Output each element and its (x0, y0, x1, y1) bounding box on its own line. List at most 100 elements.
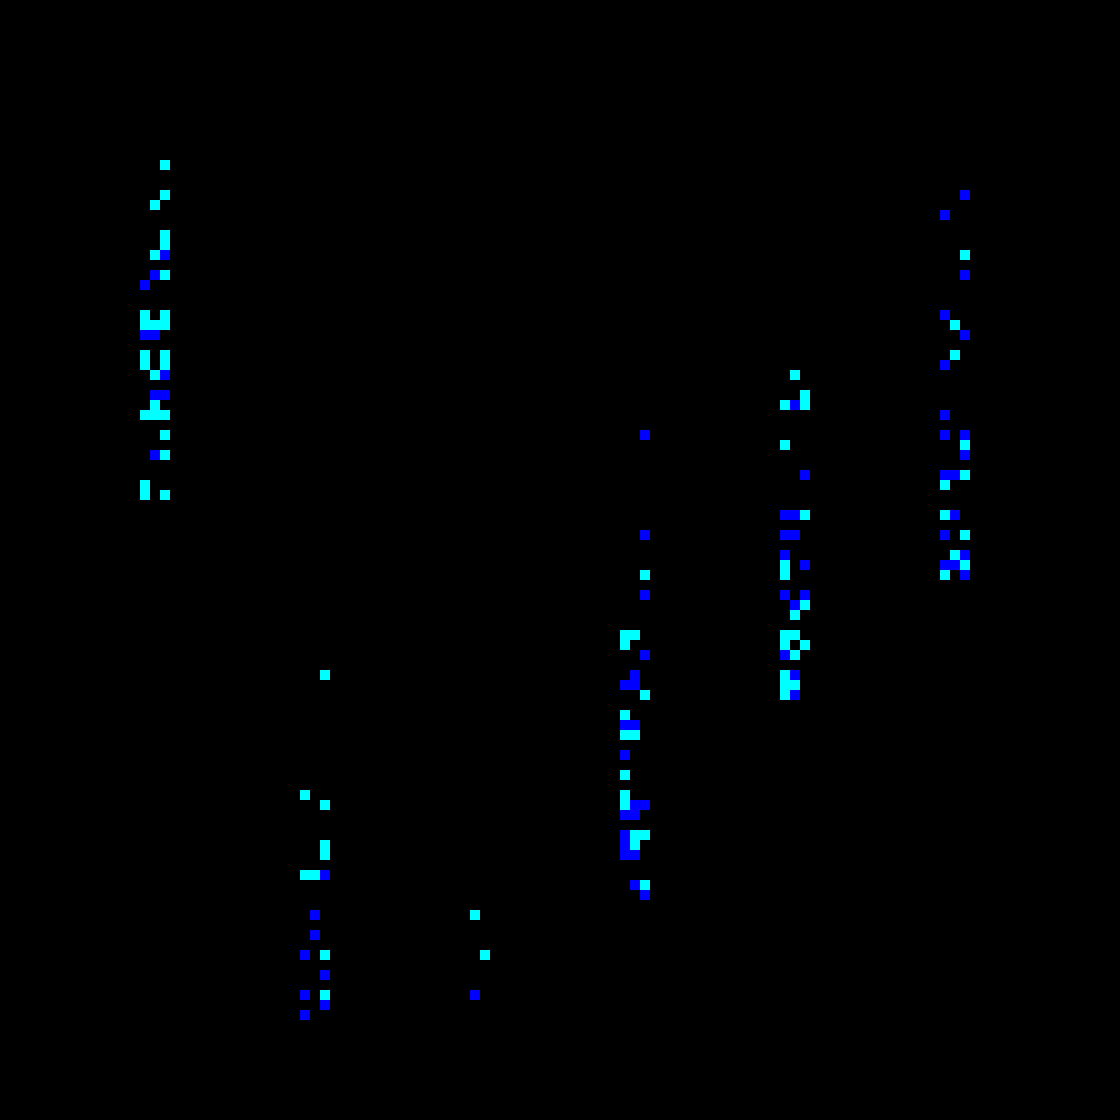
cyan-pixel (160, 450, 170, 460)
cyan-pixel (140, 490, 150, 500)
cyan-pixel (140, 360, 150, 370)
cyan-pixel (790, 610, 800, 620)
blue-pixel (310, 910, 320, 920)
cyan-pixel (630, 730, 640, 740)
cyan-pixel (780, 440, 790, 450)
cyan-pixel (160, 190, 170, 200)
cyan-pixel (150, 200, 160, 210)
cyan-pixel (640, 830, 650, 840)
blue-pixel (800, 590, 810, 600)
cyan-pixel (160, 310, 170, 320)
cyan-pixel (780, 560, 790, 570)
cyan-pixel (640, 690, 650, 700)
blue-pixel (160, 390, 170, 400)
cyan-pixel (140, 350, 150, 360)
cyan-pixel (320, 990, 330, 1000)
blue-pixel (940, 210, 950, 220)
blue-pixel (310, 930, 320, 940)
cyan-pixel (620, 790, 630, 800)
blue-pixel (790, 670, 800, 680)
cyan-pixel (790, 370, 800, 380)
cyan-pixel (790, 650, 800, 660)
cyan-pixel (790, 630, 800, 640)
blue-pixel (160, 250, 170, 260)
blue-pixel (960, 430, 970, 440)
blue-pixel (620, 850, 630, 860)
blue-pixel (790, 600, 800, 610)
cyan-pixel (960, 250, 970, 260)
cyan-pixel (160, 230, 170, 240)
blue-pixel (790, 400, 800, 410)
blue-pixel (320, 1000, 330, 1010)
cyan-pixel (780, 570, 790, 580)
cyan-pixel (950, 350, 960, 360)
cyan-pixel (150, 370, 160, 380)
cyan-pixel (140, 320, 150, 330)
cyan-pixel (620, 800, 630, 810)
cyan-pixel (320, 800, 330, 810)
cyan-pixel (950, 320, 960, 330)
blue-pixel (940, 470, 950, 480)
cyan-pixel (960, 530, 970, 540)
blue-pixel (960, 190, 970, 200)
blue-pixel (470, 990, 480, 1000)
blue-pixel (780, 650, 790, 660)
blue-pixel (780, 590, 790, 600)
blue-pixel (790, 510, 800, 520)
cyan-pixel (300, 790, 310, 800)
blue-pixel (960, 330, 970, 340)
cyan-pixel (160, 350, 170, 360)
cyan-pixel (630, 630, 640, 640)
cyan-pixel (780, 670, 790, 680)
blue-pixel (790, 530, 800, 540)
blue-pixel (640, 590, 650, 600)
blue-pixel (620, 680, 630, 690)
blue-pixel (640, 800, 650, 810)
cyan-pixel (140, 480, 150, 490)
cyan-pixel (780, 400, 790, 410)
cyan-pixel (800, 510, 810, 520)
cyan-pixel (940, 480, 950, 490)
blue-pixel (940, 410, 950, 420)
blue-pixel (300, 1010, 310, 1020)
blue-pixel (940, 530, 950, 540)
cyan-pixel (140, 410, 150, 420)
blue-pixel (950, 470, 960, 480)
cyan-pixel (620, 640, 630, 650)
blue-pixel (960, 550, 970, 560)
cyan-pixel (320, 670, 330, 680)
cyan-pixel (160, 270, 170, 280)
blue-pixel (960, 570, 970, 580)
blue-pixel (940, 560, 950, 570)
cyan-pixel (800, 400, 810, 410)
blue-pixel (630, 680, 640, 690)
cyan-pixel (960, 440, 970, 450)
blue-pixel (300, 990, 310, 1000)
cyan-pixel (160, 360, 170, 370)
cyan-pixel (940, 510, 950, 520)
cyan-pixel (620, 630, 630, 640)
blue-pixel (630, 880, 640, 890)
blue-pixel (620, 750, 630, 760)
cyan-pixel (160, 160, 170, 170)
cyan-pixel (320, 840, 330, 850)
blue-pixel (630, 670, 640, 680)
cyan-pixel (780, 630, 790, 640)
blue-pixel (620, 840, 630, 850)
blue-pixel (940, 430, 950, 440)
blue-pixel (940, 310, 950, 320)
blue-pixel (150, 270, 160, 280)
blue-pixel (780, 550, 790, 560)
cyan-pixel (780, 690, 790, 700)
blue-pixel (950, 560, 960, 570)
cyan-pixel (780, 640, 790, 650)
blue-pixel (150, 390, 160, 400)
cyan-pixel (160, 240, 170, 250)
cyan-pixel (800, 390, 810, 400)
blue-pixel (640, 650, 650, 660)
cyan-pixel (480, 950, 490, 960)
blue-pixel (960, 270, 970, 280)
blue-pixel (790, 690, 800, 700)
cyan-pixel (620, 710, 630, 720)
